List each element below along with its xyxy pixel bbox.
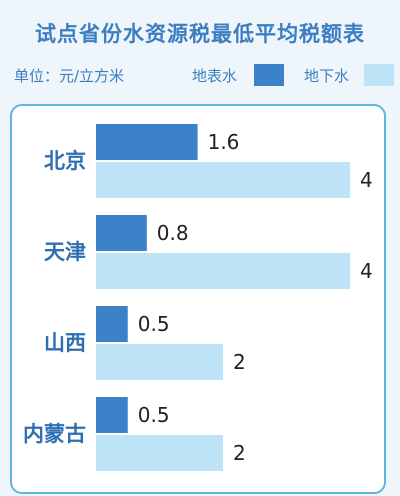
data-label: 2 — [233, 350, 246, 374]
category-label: 天津 — [44, 240, 86, 264]
chart-title: 试点省份水资源税最低平均税额表 — [35, 22, 365, 46]
category-label: 北京 — [44, 149, 86, 173]
data-label: 4 — [360, 168, 373, 192]
unit-label: 单位：元/立方米 — [14, 67, 125, 85]
bar-ground-water — [96, 253, 350, 289]
bar-surface-water — [96, 397, 128, 433]
bar-ground-water — [96, 344, 223, 380]
bar-ground-water — [96, 162, 350, 198]
legend-ground-label: 地下水 — [304, 67, 350, 85]
category-label: 山西 — [44, 331, 86, 355]
data-label: 0.5 — [138, 403, 170, 427]
bar-surface-water — [96, 215, 147, 251]
data-label: 2 — [233, 441, 246, 465]
legend: 单位：元/立方米 地表水 地下水 — [14, 62, 394, 88]
data-label: 1.6 — [208, 130, 240, 154]
legend-ground-swatch — [364, 64, 394, 86]
bar-ground-water — [96, 435, 223, 471]
data-label: 0.5 — [138, 312, 170, 336]
bar-surface-water — [96, 124, 198, 160]
bar-chart: 北京 1.6 4 天津 0.8 4 山西 0.5 2 内蒙古 0.5 2 — [23, 124, 373, 471]
category-label: 内蒙古 — [23, 422, 86, 446]
legend-surface-label: 地表水 — [192, 67, 238, 85]
data-label: 0.8 — [157, 221, 189, 245]
legend-surface-swatch — [254, 64, 284, 86]
data-label: 4 — [360, 259, 373, 283]
bar-surface-water — [96, 306, 128, 342]
chart-panel: 北京 1.6 4 天津 0.8 4 山西 0.5 2 内蒙古 0.5 2 — [10, 104, 386, 494]
